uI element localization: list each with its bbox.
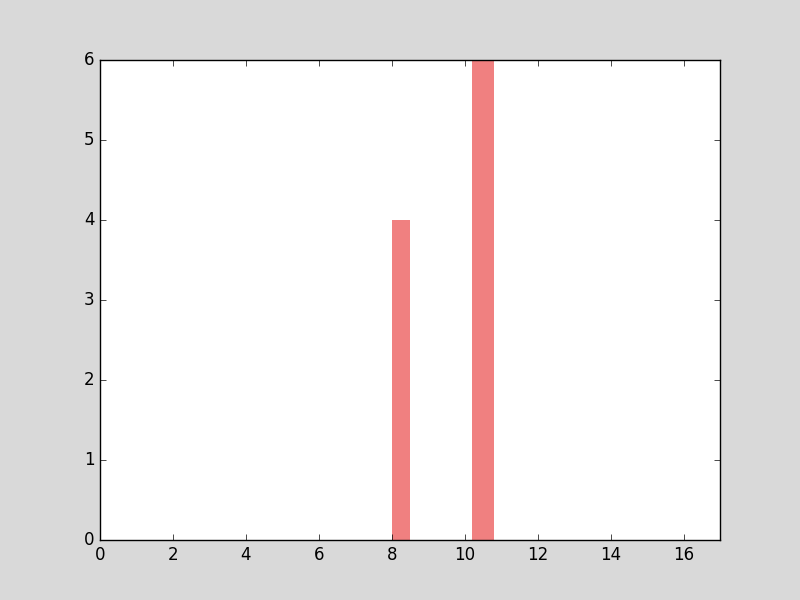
Bar	[472, 60, 494, 540]
Bar	[392, 220, 410, 540]
